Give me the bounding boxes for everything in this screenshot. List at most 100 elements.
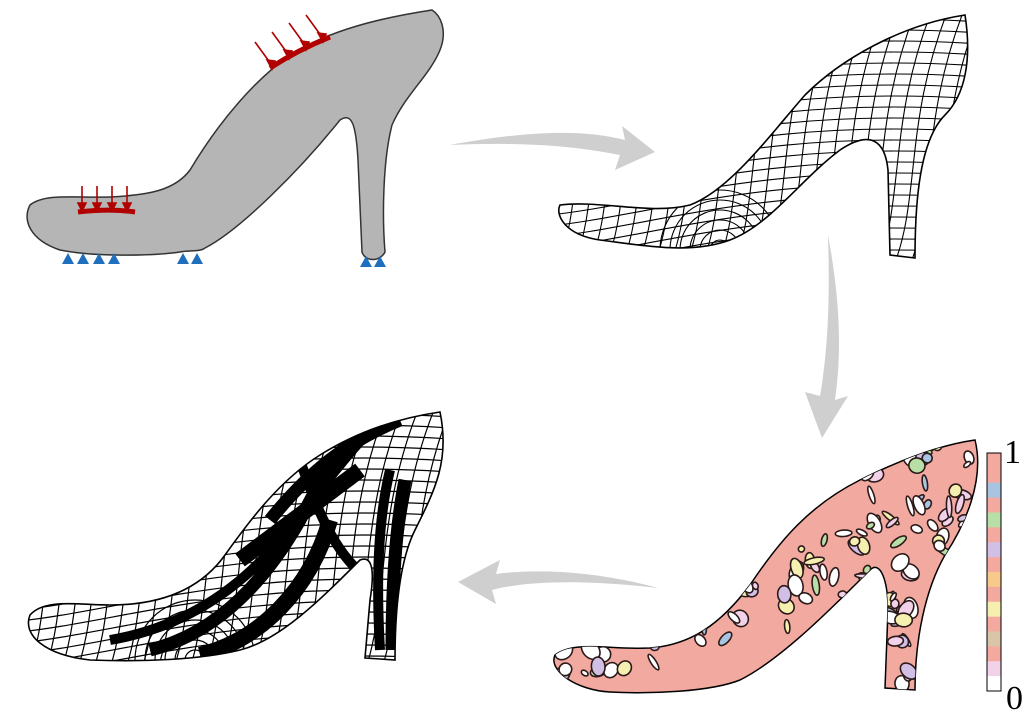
density-void [890,553,910,572]
density-void [591,615,602,626]
colorbar-cell [987,467,1001,484]
density-void [905,495,915,517]
result-panel [27,411,444,662]
density-void [560,600,580,617]
colorbar-max-label: 1 [1004,434,1021,471]
result-thick-member [385,478,412,651]
input-shoe-panel [26,9,444,267]
colorbar-cell [987,676,1001,692]
density-void [629,636,642,647]
instep-load-arrows [254,14,328,71]
result-thin-member [28,655,444,661]
density-void [797,545,806,553]
density-void [590,656,606,677]
field-line [558,40,968,85]
density-void [820,533,829,548]
field-line [891,15,953,258]
density-void [632,611,649,621]
flow-arrows [450,126,848,604]
density-void [662,627,679,644]
density-void [962,460,972,469]
density-void [590,600,601,616]
field-lines-outline [558,14,969,259]
density-void [580,669,589,677]
colorbar-cell [987,572,1001,588]
density-void [863,595,876,610]
colorbar-cell [987,497,1001,513]
density-void [606,624,627,634]
field-line [923,15,968,258]
density-void [646,625,664,643]
density-void [659,603,681,617]
field-line [939,15,968,258]
density-void [620,634,630,645]
density-void [889,535,908,549]
density-void [680,602,703,617]
density-void [635,597,645,606]
density-void [848,536,861,547]
density-void [894,612,914,628]
field-line [972,0,1029,270]
colorbar-cell [987,601,1001,618]
colorbar-cell [987,586,1001,603]
density-void [945,495,953,519]
colorbar-cell [987,527,1001,543]
density-void [954,493,966,515]
arrow-left [458,560,658,604]
density-void [676,625,696,635]
density-void [933,539,946,553]
field-line [558,62,968,107]
density-void [908,457,926,475]
density-void [718,631,733,647]
field-line [558,84,968,129]
field-line [558,95,968,140]
shoe-design-domain [26,9,444,261]
density-void [580,613,596,628]
colorbar-cell [987,542,1001,558]
density-void [910,524,924,534]
colorbar-cell [987,616,1001,632]
field-line [558,172,968,217]
result-thick-member [264,413,403,525]
field-line [558,227,968,258]
field-line [558,51,968,96]
arrow-down [805,235,848,438]
result-thick-member [373,468,395,651]
density-void [622,612,643,628]
result-thin-member [441,412,444,661]
density-void [818,563,829,581]
density-void [828,566,840,587]
field-line [558,73,968,118]
result-thin-member [28,412,71,661]
density-void [647,653,660,671]
density-void [798,592,814,605]
density-void [856,536,871,556]
density-void [567,598,577,610]
colorbar-cell [987,453,1001,469]
field-line [603,15,665,258]
result-thick-members [109,413,412,661]
colorbar-cell [987,482,1001,499]
density-void [662,585,679,602]
colorbar-cell [987,512,1001,528]
density-void [680,586,695,599]
density-void [708,562,721,573]
result-thin-member [28,435,444,480]
result-thick-member [197,517,338,661]
density-void [865,521,876,530]
density-void [803,556,825,566]
density-void [711,591,726,605]
density-void [845,597,864,613]
density-void [556,614,576,630]
result-thin-member [28,413,444,458]
density-void [616,660,633,677]
density-void [811,574,821,597]
result-thin-member [425,412,444,661]
result-thin-member [361,412,423,661]
density-void [963,450,975,465]
colorbar [986,452,1002,692]
density-void [679,620,700,633]
density-void [912,495,926,516]
density-void [754,559,763,568]
density-void [681,572,697,583]
